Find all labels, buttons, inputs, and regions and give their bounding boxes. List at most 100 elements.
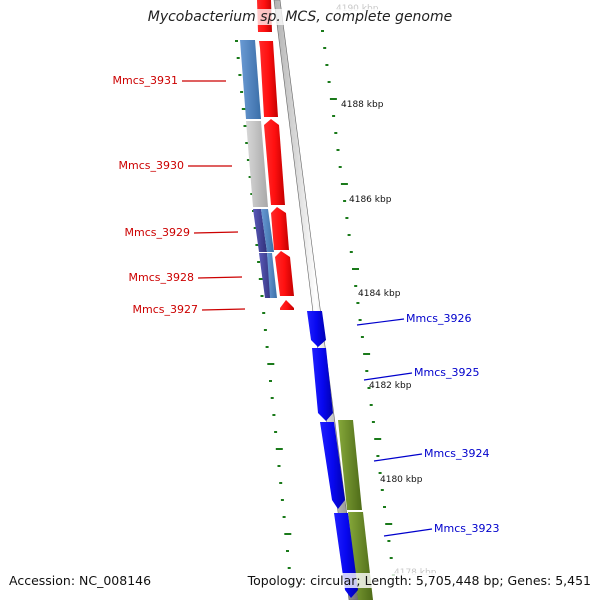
tick-mark [338,166,342,168]
tick-mark [272,414,276,416]
tick-mark [235,40,238,42]
gene-label[interactable]: Mmcs_3928 [129,271,194,284]
scale-label: 4182 kbp [369,381,412,391]
tick-mark [236,57,240,59]
gene-arrow[interactable] [320,422,345,509]
outer-tick-row [235,40,293,586]
tick-mark [347,234,351,236]
tick-mark [365,370,369,372]
cog-block[interactable] [240,40,261,119]
tick-mark [383,506,386,508]
gene-arrow[interactable] [264,119,285,205]
tick-mark [287,567,291,569]
gene-label[interactable]: Mmcs_3929 [125,226,190,239]
tick-mark [245,142,249,144]
cog-block[interactable] [259,253,272,298]
tick-mark [360,336,364,338]
tick-mark [340,183,348,185]
tick-mark [243,125,247,127]
tick-mark [374,438,382,440]
tick-mark [332,115,336,117]
tick-mark [387,540,391,542]
scale-label: 4180 kbp [380,475,423,485]
tick-mark [265,346,269,348]
gene-label[interactable]: Mmcs_3926 [406,312,471,325]
tick-mark [378,472,382,474]
scale-label: 4188 kbp [341,100,384,110]
tick-mark [274,431,278,433]
tick-mark [258,278,266,280]
gene-arrow[interactable] [275,251,294,296]
tick-mark [325,64,329,66]
tick-mark [255,244,259,246]
tick-mark [263,329,267,331]
leader-line [201,308,246,311]
cog-block[interactable] [267,253,277,298]
right-gene-labels: Mmcs_3926 Mmcs_3925 Mmcs_3924 Mmcs_3923 [356,312,499,537]
tick-mark [385,523,393,525]
leader-line [197,276,243,279]
gene-label[interactable]: Mmcs_3930 [119,159,184,172]
tick-mark [343,200,347,202]
tick-mark [279,482,283,484]
leader-line [193,231,239,234]
tick-mark [363,353,371,355]
inner-tick-row [321,30,395,576]
tick-mark [248,176,252,178]
tick-mark [253,227,257,229]
tick-mark [286,550,289,552]
map-title: Mycobacterium sp. MCS, complete genome [0,9,600,25]
tick-mark [270,397,274,399]
tick-mark [240,91,244,93]
tick-mark [260,295,264,297]
tick-mark [354,285,358,287]
gene-arrow[interactable] [307,311,326,347]
tick-mark [367,387,371,389]
tick-mark [280,499,284,501]
tick-mark [277,465,281,467]
tick-mark [327,81,331,83]
scale-label: 4184 kbp [358,289,401,299]
tick-mark [267,363,275,365]
accession-text: Accession: NC_008146 [9,573,152,588]
tick-mark [349,251,353,253]
gene-arrow[interactable] [280,300,294,310]
cog-block[interactable] [253,209,267,252]
cog-block[interactable] [246,121,268,207]
gene-label[interactable]: Mmcs_3925 [414,366,479,379]
tick-mark [246,159,250,161]
tick-mark [352,268,359,270]
tick-mark [329,98,337,100]
tick-mark [269,380,272,382]
scale-label: 4186 kbp [349,195,392,205]
gene-arrow[interactable] [259,41,278,117]
gene-arrow[interactable] [271,207,289,250]
cog-block[interactable] [338,420,362,510]
gene-label[interactable]: Mmcs_3927 [133,303,198,316]
tick-mark [345,217,349,219]
genome-backbone [273,0,359,601]
leader-line [356,318,405,326]
tick-mark [358,319,362,321]
tick-mark [376,455,380,457]
tick-mark [282,516,286,518]
tick-mark [323,47,327,49]
left-gene-labels: Mmcs_3931 Mmcs_3930 Mmcs_3929 Mmcs_3928 Mmcs… [113,74,246,316]
cog-block[interactable] [261,209,274,252]
tick-mark [262,312,266,314]
gene-label[interactable]: Mmcs_3923 [434,522,499,535]
tick-mark [257,261,261,263]
tick-mark [371,421,375,423]
gene-label[interactable]: Mmcs_3931 [113,74,178,87]
tick-mark [284,533,292,535]
gene-label[interactable]: Mmcs_3924 [424,447,489,460]
tick-mark [369,404,373,406]
gene-arrow[interactable] [312,348,333,421]
leader-line [363,372,413,381]
genome-summary-text: Topology: circular; Length: 5,705,448 bp… [247,573,591,588]
tick-mark [389,557,393,559]
tick-mark [334,132,338,134]
tick-mark [356,302,360,304]
